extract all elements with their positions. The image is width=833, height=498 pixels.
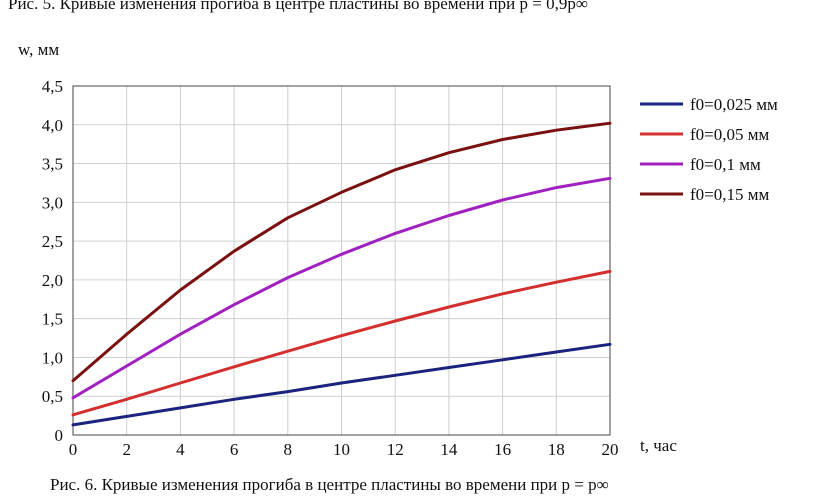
- plot-area: [72, 85, 611, 436]
- y-tick-label: 1,0: [42, 348, 63, 367]
- y-tick-label: 0: [55, 426, 64, 445]
- x-tick-label: 10: [333, 440, 350, 459]
- x-axis-label: t, час: [640, 436, 677, 455]
- x-tick-label: 20: [602, 440, 619, 459]
- x-tick-label: 16: [494, 440, 511, 459]
- x-tick-label: 18: [548, 440, 565, 459]
- legend-label-3: f0=0,1 мм: [690, 155, 761, 174]
- x-tick-label: 6: [230, 440, 239, 459]
- y-tick-label: 2,0: [42, 271, 63, 290]
- series-lines: [71, 121, 612, 427]
- x-tick-label: 0: [69, 440, 78, 459]
- x-tick-label: 4: [176, 440, 185, 459]
- figure-caption-top: Рис. 5. Кривые изменения прогиба в центр…: [8, 0, 588, 13]
- y-tick-label: 3,0: [42, 193, 63, 212]
- x-tick-labels: 0 2 4 6 8 10 12 14 16 18 20: [69, 440, 619, 459]
- y-axis-label: w, мм: [18, 40, 60, 59]
- legend-label-1: f0=0,025 мм: [690, 95, 778, 114]
- y-tick-label: 4,0: [42, 116, 63, 135]
- x-tick-label: 2: [122, 440, 131, 459]
- x-tick-label: 14: [440, 440, 458, 459]
- series-line-4: [71, 121, 612, 383]
- figure-caption-bottom: Рис. 6. Кривые изменения прогиба в центр…: [50, 475, 609, 494]
- series-line-1: [71, 342, 612, 427]
- y-tick-label: 0,5: [42, 387, 63, 406]
- y-tick-label: 4,5: [42, 77, 63, 96]
- legend-label-2: f0=0,05 мм: [690, 125, 770, 144]
- y-tick-labels: 0 0,5 1,0 1,5 2,0 2,5 3,0 3,5 4,0 4,5: [42, 77, 63, 445]
- legend-label-4: f0=0,15 мм: [690, 185, 770, 204]
- chart-grid: [73, 86, 610, 435]
- legend: f0=0,025 мм f0=0,05 мм f0=0,1 мм f0=0,15 мм: [640, 95, 778, 204]
- y-tick-label: 1,5: [42, 310, 63, 329]
- series-line-3: [71, 176, 612, 400]
- x-tick-label: 12: [387, 440, 404, 459]
- y-tick-label: 2,5: [42, 232, 63, 251]
- series-line-2: [71, 269, 612, 417]
- y-tick-label: 3,5: [42, 155, 63, 174]
- x-tick-label: 8: [284, 440, 293, 459]
